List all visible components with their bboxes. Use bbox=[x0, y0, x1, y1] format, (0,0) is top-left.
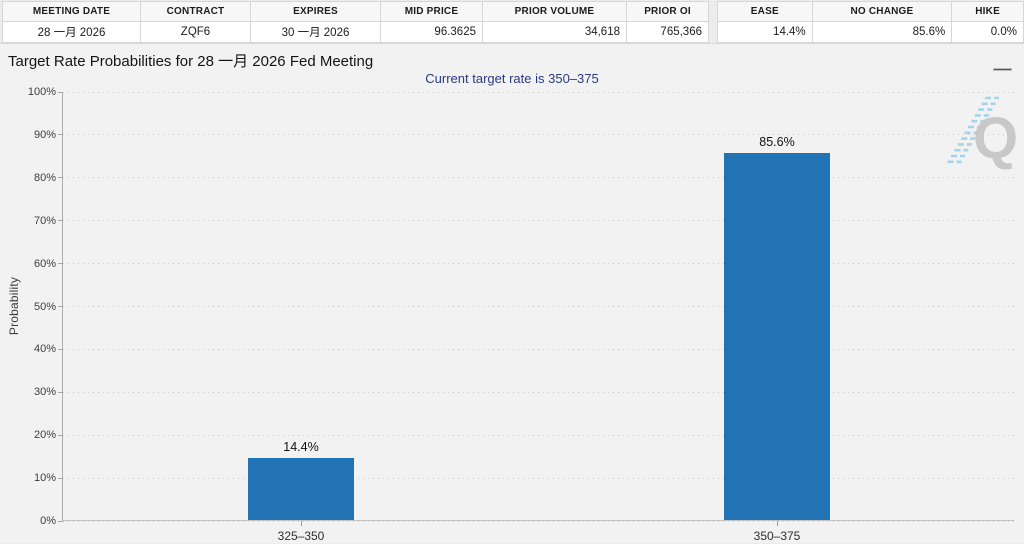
cell-meeting-date: 28 一月 2026 bbox=[2, 21, 141, 43]
chart-title: Target Rate Probabilities for 28 一月 2026… bbox=[8, 53, 374, 70]
x-axis-category-label: 325–350 bbox=[277, 529, 325, 543]
probability-bar bbox=[724, 152, 830, 520]
y-axis-tick bbox=[58, 348, 63, 350]
y-axis-tick bbox=[58, 520, 63, 522]
y-axis-tick-label: 60% bbox=[33, 257, 56, 270]
col-header-ease: EASE bbox=[717, 1, 813, 22]
plot-wrap: 0% 10% 20% 30% 40% 50% 60% 70% 80% 90% 100% Q 14.4… bbox=[0, 86, 1024, 544]
gridline bbox=[63, 391, 1015, 393]
gridline bbox=[63, 220, 1015, 222]
hamburger-bar bbox=[992, 67, 1012, 71]
y-axis-tick-label: 70% bbox=[33, 214, 56, 227]
y-axis-tick-label: 90% bbox=[33, 128, 56, 141]
x-axis-tick bbox=[300, 521, 302, 526]
gridline bbox=[63, 177, 1015, 179]
cell-no-change: 85.6% bbox=[811, 21, 953, 43]
col-header-meeting-date: MEETING DATE bbox=[2, 1, 141, 22]
gridline bbox=[63, 91, 1015, 93]
contract-info-table: MEETING DATE CONTRACT EXPIRES MID PRICE … bbox=[2, 1, 709, 43]
cell-prior-volume: 34,618 bbox=[482, 21, 627, 43]
col-header-prior-oi: PRIOR OI bbox=[626, 1, 709, 22]
cell-mid-price: 96.3625 bbox=[380, 21, 483, 43]
col-header-prior-volume: PRIOR VOLUME bbox=[482, 1, 627, 22]
hamburger-menu-icon[interactable] bbox=[990, 51, 1014, 71]
y-axis-tick bbox=[58, 263, 63, 265]
gridline bbox=[63, 263, 1015, 265]
probability-bar bbox=[248, 458, 354, 520]
y-axis-tick-label: 30% bbox=[33, 386, 56, 399]
quikstrike-watermark-icon: Q bbox=[947, 96, 1018, 171]
gridline bbox=[63, 306, 1015, 307]
x-axis-category-label: 350–375 bbox=[753, 529, 801, 543]
gridline bbox=[63, 434, 1015, 436]
y-axis: 0% 10% 20% 30% 40% 50% 60% 70% 80% 90% 100% bbox=[0, 86, 56, 527]
y-axis-tick bbox=[58, 477, 63, 479]
gridline bbox=[63, 348, 1015, 350]
plot-area: Q 14.4% 325–350 85.6% 350–375 bbox=[58, 91, 1018, 543]
y-axis-tick bbox=[58, 134, 63, 136]
y-axis-tick-label: 10% bbox=[33, 472, 56, 485]
x-axis-tick bbox=[776, 521, 778, 526]
y-axis-tick bbox=[58, 391, 63, 393]
cell-ease: 14.4% bbox=[717, 21, 813, 43]
cell-hike: 0.0% bbox=[951, 21, 1024, 43]
y-axis-tick bbox=[58, 91, 63, 93]
chart-panel: Target Rate Probabilities for 28 一月 2026… bbox=[0, 43, 1024, 543]
y-axis-tick-label: 50% bbox=[33, 300, 56, 313]
topbar: MEETING DATE CONTRACT EXPIRES MID PRICE … bbox=[0, 0, 1024, 43]
y-axis-title: Probability bbox=[7, 276, 21, 336]
gridline bbox=[63, 477, 1015, 479]
cell-expires: 30 一月 2026 bbox=[250, 21, 381, 43]
y-axis-tick bbox=[58, 306, 63, 307]
gridline bbox=[63, 134, 1015, 136]
gridline bbox=[63, 520, 1015, 522]
col-header-hike: HIKE bbox=[951, 1, 1024, 22]
y-axis-tick-label: 80% bbox=[33, 171, 56, 184]
rate-move-probability-table: EASE NO CHANGE HIKE 14.4% 85.6% 0.0% bbox=[717, 1, 1024, 43]
cell-contract: ZQF6 bbox=[140, 21, 251, 43]
y-axis-tick bbox=[58, 220, 63, 222]
y-axis-tick bbox=[58, 434, 63, 436]
col-header-mid-price: MID PRICE bbox=[380, 1, 483, 22]
y-axis-tick-label: 20% bbox=[33, 429, 56, 442]
svg-text:Q: Q bbox=[973, 106, 1018, 171]
y-axis-tick-label: 0% bbox=[40, 515, 56, 527]
bar-value-label: 85.6% bbox=[759, 134, 795, 149]
cell-prior-oi: 765,366 bbox=[626, 21, 709, 43]
y-axis-tick bbox=[58, 177, 63, 179]
col-header-contract: CONTRACT bbox=[140, 1, 251, 22]
y-axis-tick-label: 100% bbox=[27, 86, 56, 98]
col-header-no-change: NO CHANGE bbox=[811, 1, 953, 22]
bar-value-label: 14.4% bbox=[283, 440, 319, 455]
col-header-expires: EXPIRES bbox=[250, 1, 381, 22]
chart-subtitle: Current target rate is 350–375 bbox=[425, 71, 599, 86]
y-axis-tick-label: 40% bbox=[33, 343, 56, 356]
